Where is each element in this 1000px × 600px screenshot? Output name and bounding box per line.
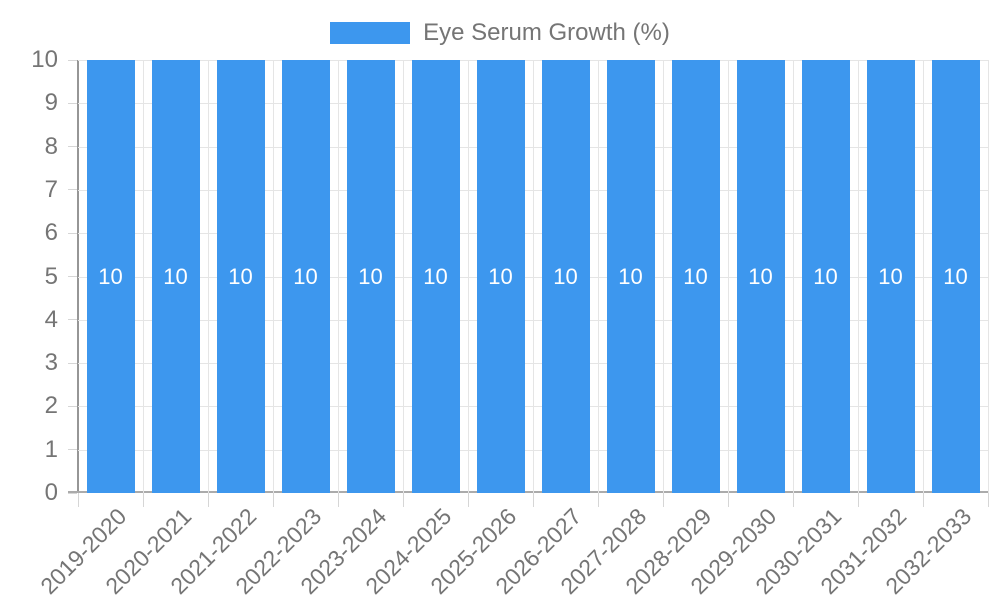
gridline-vertical — [857, 60, 859, 493]
bar-value-label: 10 — [488, 263, 513, 289]
y-tick-label: 10 — [31, 46, 58, 73]
x-tick — [402, 493, 404, 507]
gridline-vertical — [922, 60, 924, 493]
bar[interactable]: 10 — [931, 60, 980, 493]
bar[interactable]: 10 — [541, 60, 590, 493]
y-tick-label: 1 — [44, 435, 58, 463]
bar[interactable]: 10 — [216, 60, 265, 493]
x-tick — [597, 493, 599, 507]
gridline-vertical — [532, 60, 534, 493]
y-tick — [68, 319, 77, 321]
x-tick — [922, 493, 924, 507]
gridline-vertical — [727, 60, 729, 493]
bar[interactable]: 10 — [281, 60, 330, 493]
x-tick — [532, 493, 534, 507]
bar[interactable]: 10 — [86, 60, 135, 493]
x-tick — [662, 493, 664, 507]
y-tick-label: 7 — [44, 175, 58, 203]
bar-value-label: 10 — [553, 263, 578, 289]
bar[interactable]: 10 — [801, 60, 850, 493]
bar-value-label: 10 — [228, 263, 253, 289]
bar-value-label: 10 — [358, 263, 383, 289]
bar-value-label: 10 — [163, 263, 188, 289]
x-tick — [272, 493, 274, 507]
y-tick — [68, 449, 77, 451]
y-tick-label: 8 — [44, 132, 58, 160]
gridline-vertical — [337, 60, 339, 493]
bar-value-label: 10 — [683, 263, 708, 289]
y-tick — [68, 232, 77, 234]
bar[interactable]: 10 — [411, 60, 460, 493]
x-tick — [142, 493, 144, 507]
y-tick-label: 9 — [44, 89, 58, 117]
bar[interactable]: 10 — [671, 60, 720, 493]
y-tick — [68, 189, 77, 191]
bar-value-label: 10 — [293, 263, 318, 289]
bar[interactable]: 10 — [346, 60, 395, 493]
bar-value-label: 10 — [878, 263, 903, 289]
bar-value-label: 10 — [748, 263, 773, 289]
x-axis-line — [68, 491, 988, 493]
bar[interactable]: 10 — [866, 60, 915, 493]
gridline-vertical — [142, 60, 144, 493]
gridline-vertical — [467, 60, 469, 493]
y-tick-label: 2 — [44, 392, 58, 420]
x-tick — [467, 493, 469, 507]
x-tick — [337, 493, 339, 507]
x-tick — [727, 493, 729, 507]
x-tick — [987, 493, 989, 507]
bar-value-label: 10 — [813, 263, 838, 289]
gridline-vertical — [402, 60, 404, 493]
bar[interactable]: 10 — [606, 60, 655, 493]
bar-value-label: 10 — [943, 263, 968, 289]
gridline-vertical — [792, 60, 794, 493]
chart-legend[interactable]: Eye Serum Growth (%) — [0, 19, 1000, 46]
legend-label: Eye Serum Growth (%) — [423, 19, 670, 46]
y-tick-label: 5 — [44, 262, 58, 290]
x-tick — [792, 493, 794, 507]
gridline-vertical — [597, 60, 599, 493]
legend-swatch — [330, 22, 411, 44]
x-tick — [207, 493, 209, 507]
y-tick — [68, 59, 77, 61]
y-tick — [68, 492, 77, 494]
y-tick — [68, 405, 77, 407]
y-tick — [68, 276, 77, 277]
bar-value-label: 10 — [423, 263, 448, 289]
gridline-vertical — [207, 60, 209, 493]
bar-value-label: 10 — [618, 263, 643, 289]
plot-area: 10 10 10 10 10 10 10 10 10 10 10 10 10 10 — [78, 60, 989, 493]
y-tick — [68, 146, 77, 148]
gridline-vertical — [987, 60, 989, 493]
bar[interactable]: 10 — [476, 60, 525, 493]
bar-value-label: 10 — [98, 263, 123, 289]
y-tick-label: 6 — [44, 219, 58, 247]
x-tick — [77, 493, 79, 507]
x-tick — [857, 493, 859, 507]
gridline-vertical — [662, 60, 664, 493]
gridline-vertical — [272, 60, 274, 493]
y-tick — [68, 362, 77, 364]
bar[interactable]: 10 — [151, 60, 200, 493]
y-tick-label: 0 — [44, 479, 58, 506]
y-tick-label: 4 — [44, 305, 58, 333]
y-tick — [68, 102, 77, 104]
bar[interactable]: 10 — [736, 60, 785, 493]
y-tick-label: 3 — [44, 349, 58, 377]
